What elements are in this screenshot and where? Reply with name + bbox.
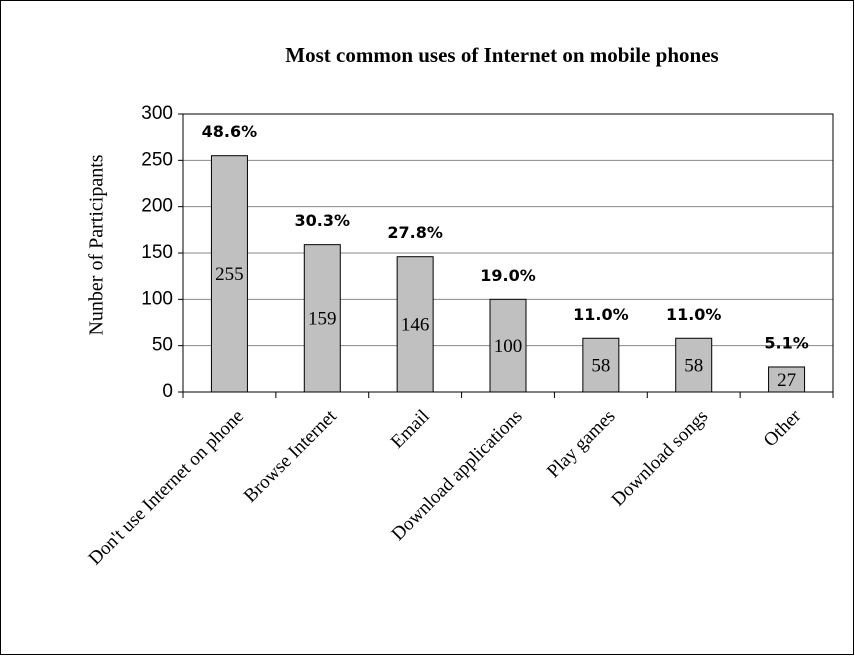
value-label: 159 bbox=[308, 309, 337, 330]
value-label: 255 bbox=[215, 264, 244, 285]
y-tick-label: 100 bbox=[141, 288, 173, 309]
value-label: 146 bbox=[401, 315, 430, 336]
percent-label: 30.3% bbox=[295, 211, 351, 230]
bar bbox=[675, 337, 713, 393]
percent-label: 11.0% bbox=[666, 305, 722, 324]
y-tick-label: 50 bbox=[152, 335, 173, 356]
value-label: 58 bbox=[684, 355, 703, 376]
percent-label: 48.6% bbox=[202, 122, 258, 141]
y-tick-label: 250 bbox=[141, 149, 173, 170]
percent-label: 19.0% bbox=[480, 266, 536, 285]
bar bbox=[303, 244, 341, 393]
percent-label: 11.0% bbox=[573, 305, 629, 324]
bar bbox=[768, 366, 806, 393]
bar bbox=[489, 298, 527, 393]
y-tick-label: 150 bbox=[141, 242, 173, 263]
y-axis-title: Nunber of Participants bbox=[86, 154, 108, 335]
y-tick-label: 200 bbox=[141, 196, 173, 217]
y-tick-label: 300 bbox=[141, 103, 173, 124]
chart-title: Most common uses of Internet on mobile p… bbox=[285, 43, 718, 67]
value-label: 100 bbox=[494, 336, 523, 357]
bar bbox=[582, 337, 620, 393]
bar bbox=[210, 155, 248, 393]
y-tick-label: 0 bbox=[162, 381, 173, 402]
value-label: 27 bbox=[777, 370, 796, 391]
percent-label: 5.1% bbox=[764, 333, 808, 352]
value-label: 58 bbox=[591, 355, 610, 376]
bar bbox=[396, 256, 434, 393]
percent-label: 27.8% bbox=[387, 223, 443, 242]
